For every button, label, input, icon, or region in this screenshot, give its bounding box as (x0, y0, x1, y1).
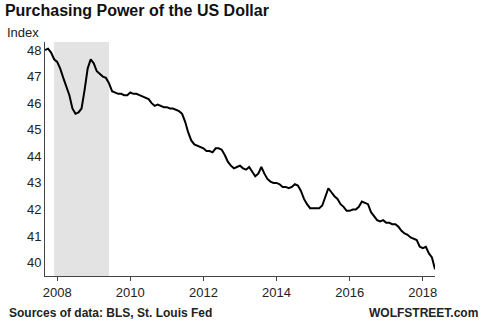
svg-text:Purchasing Power of the US Dol: Purchasing Power of the US Dollar (5, 2, 269, 19)
svg-text:2008: 2008 (43, 285, 72, 300)
svg-text:45: 45 (27, 122, 41, 137)
svg-text:2016: 2016 (335, 285, 364, 300)
svg-text:Sources of data: BLS, St. Loui: Sources of data: BLS, St. Louis Fed (9, 306, 212, 320)
svg-text:46: 46 (27, 96, 41, 111)
svg-text:2010: 2010 (116, 285, 145, 300)
svg-text:2014: 2014 (262, 285, 291, 300)
svg-text:42: 42 (27, 202, 41, 217)
svg-text:41: 41 (27, 229, 41, 244)
svg-text:WOLFSTREET.com: WOLFSTREET.com (369, 306, 478, 320)
svg-text:44: 44 (27, 149, 41, 164)
svg-text:43: 43 (27, 175, 41, 190)
svg-text:48: 48 (27, 43, 41, 58)
svg-text:Index: Index (7, 25, 39, 40)
svg-text:40: 40 (27, 255, 41, 270)
svg-text:47: 47 (27, 69, 41, 84)
svg-text:2018: 2018 (408, 285, 437, 300)
svg-text:2012: 2012 (189, 285, 218, 300)
